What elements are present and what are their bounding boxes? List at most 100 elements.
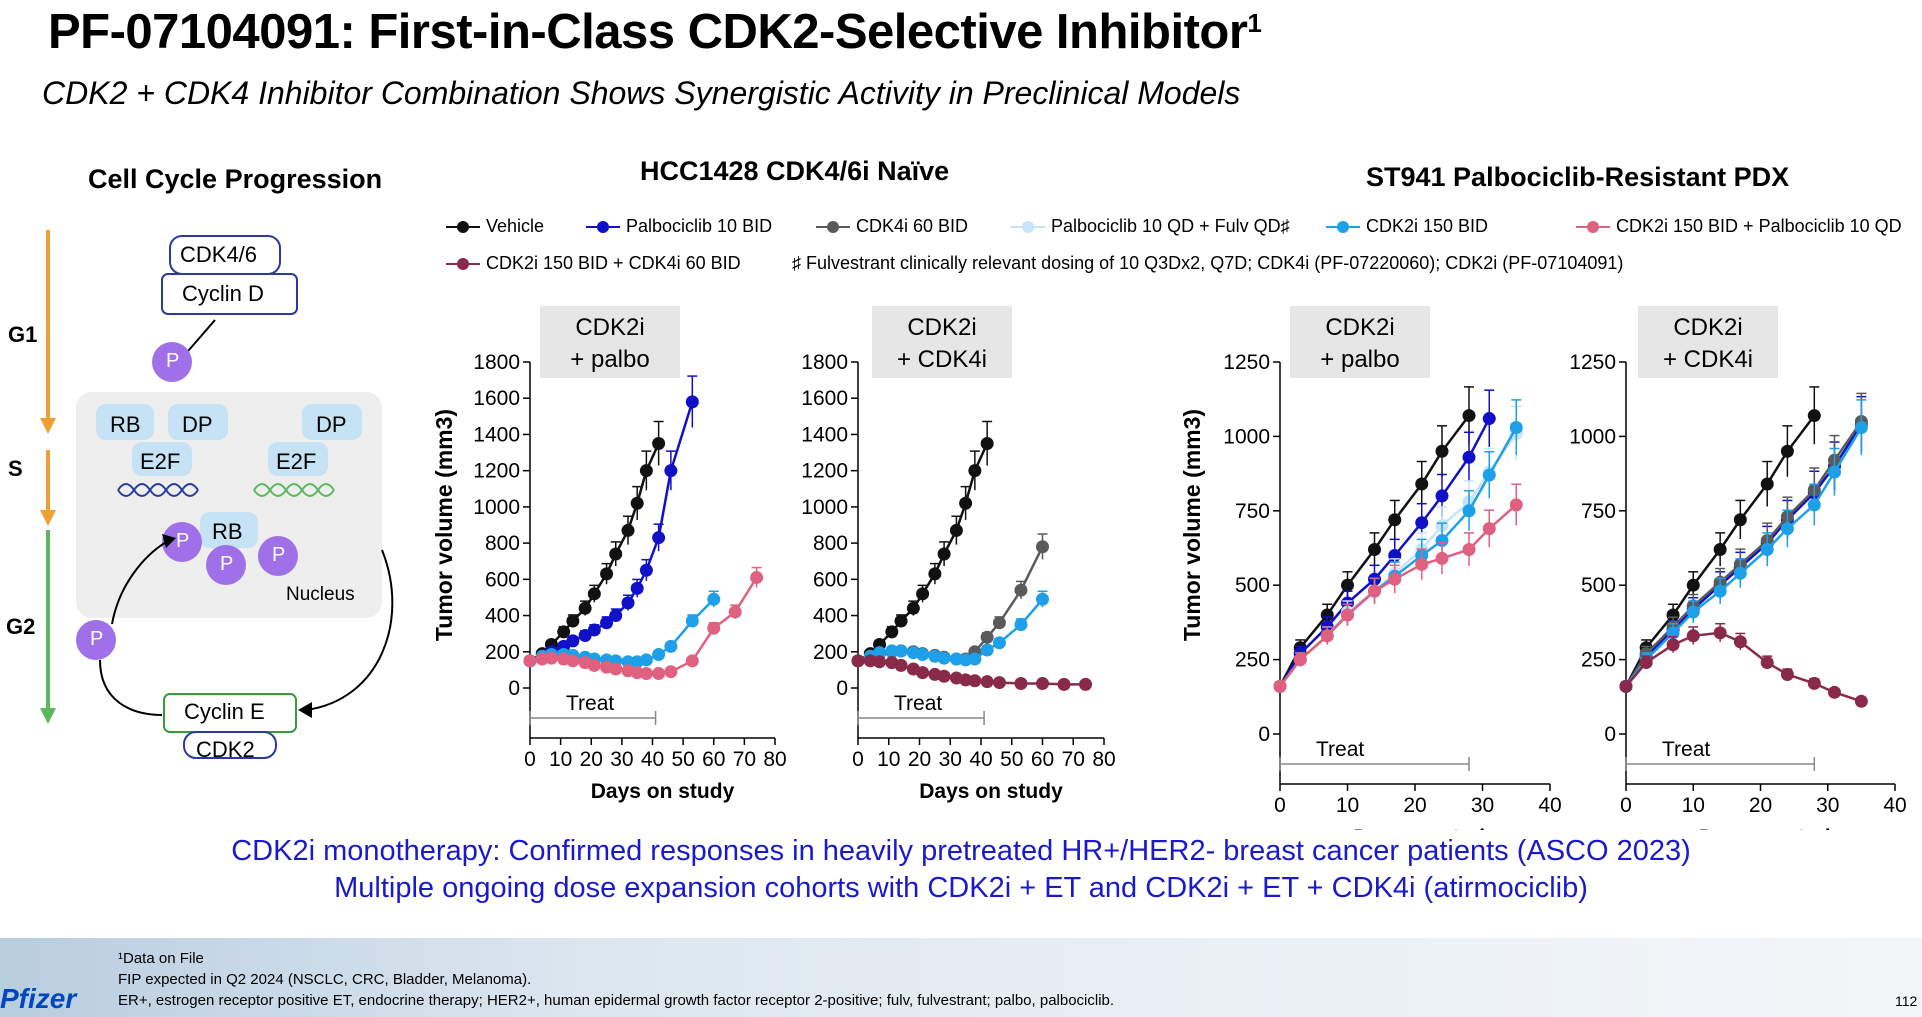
arrow-to-cyclin-e xyxy=(305,549,394,711)
dna-icon-1 xyxy=(117,483,199,497)
data-point xyxy=(544,651,558,665)
x-tick-label: 0 xyxy=(852,748,864,771)
data-point xyxy=(587,623,601,637)
panel-label-text: + palbo xyxy=(1320,346,1399,373)
x-tick-label: 80 xyxy=(763,748,786,771)
legend-item: CDK2i 150 BID + Palbociclib 10 QD xyxy=(1576,216,1902,237)
data-point xyxy=(980,630,994,644)
data-point xyxy=(980,437,994,450)
data-point xyxy=(609,662,623,676)
x-tick-label: 20 xyxy=(1403,794,1426,817)
data-point xyxy=(1435,551,1449,565)
data-point xyxy=(1666,608,1680,622)
g2-arrowhead xyxy=(40,708,56,724)
data-point xyxy=(1686,629,1700,643)
x-tick-label: 0 xyxy=(524,748,536,771)
data-point xyxy=(1415,516,1429,530)
data-point xyxy=(1462,409,1476,423)
y-tick-label: 600 xyxy=(813,568,848,591)
x-tick-label: 30 xyxy=(1816,794,1839,817)
data-point xyxy=(1014,618,1028,632)
data-point xyxy=(1320,608,1334,622)
chart-panel: 0 250 500 750 1000 1250 0 10 20 30 40 Days on study… xyxy=(1179,306,1562,830)
data-point xyxy=(1760,477,1774,491)
y-tick-label: 250 xyxy=(1581,649,1616,672)
legend-marker xyxy=(816,220,850,233)
y-tick-label: 1200 xyxy=(473,460,520,483)
data-point xyxy=(1036,676,1049,690)
data-point xyxy=(600,567,614,581)
data-point xyxy=(566,654,580,668)
data-point xyxy=(1368,542,1381,556)
data-point xyxy=(1388,572,1402,586)
data-point xyxy=(992,676,1006,690)
y-tick-label: 1800 xyxy=(801,351,848,374)
y-tick-label: 1250 xyxy=(1569,351,1616,374)
e2f-label-1: E2F xyxy=(140,449,181,474)
x-tick-label: 50 xyxy=(1000,748,1023,771)
y-tick-label: 1600 xyxy=(801,387,848,410)
chart-panel: 0 250 500 750 1000 1250 0 10 20 30 40 Days on study… xyxy=(1569,306,1907,830)
phospho-label-1: P xyxy=(166,350,180,372)
data-point xyxy=(1760,656,1774,670)
x-tick-label: 30 xyxy=(610,748,633,771)
x-tick-label: 10 xyxy=(1336,794,1359,817)
phospho-circle-4 xyxy=(258,536,298,576)
data-point xyxy=(1827,465,1841,479)
panel-label-text: + palbo xyxy=(570,346,649,373)
data-point xyxy=(873,655,887,669)
x-tick-label: 70 xyxy=(733,748,756,771)
page-number: 112 xyxy=(1895,993,1918,1009)
legend-dot xyxy=(1337,220,1349,233)
cdk46-label: CDK4/6 xyxy=(180,242,258,267)
data-point xyxy=(587,587,601,601)
data-point xyxy=(937,547,951,561)
data-point xyxy=(664,665,678,679)
e2f-box-1 xyxy=(132,442,192,476)
data-point xyxy=(1482,412,1496,426)
cell-cycle-diagram xyxy=(40,230,394,759)
footnotes: ¹Data on File FIP expected in Q2 2024 (N… xyxy=(118,948,1114,1011)
y-tick-label: 200 xyxy=(813,641,848,664)
s-arrowhead xyxy=(40,510,56,526)
y-tick-label: 400 xyxy=(813,605,848,628)
phase-s: S xyxy=(8,456,23,481)
data-point xyxy=(609,547,623,561)
y-tick-label: 500 xyxy=(1235,574,1270,597)
data-point xyxy=(639,653,653,667)
data-point xyxy=(639,464,653,478)
data-point xyxy=(639,563,653,577)
data-point xyxy=(566,614,580,628)
y-tick-label: 1400 xyxy=(801,423,848,446)
data-point xyxy=(523,654,537,668)
legend-dot xyxy=(1022,220,1034,233)
data-point xyxy=(621,596,635,610)
data-point xyxy=(894,614,908,628)
data-point xyxy=(1733,566,1747,580)
panel-label-box xyxy=(540,306,680,378)
footnote-3: ER+, estrogen receptor positive ET, endo… xyxy=(118,992,1115,1009)
dp-box-1 xyxy=(168,404,228,440)
g1-arrowhead xyxy=(40,418,56,434)
y-tick-label: 0 xyxy=(1604,723,1616,746)
cyclin-d-label: Cyclin D xyxy=(182,281,264,306)
pfizer-logo: Pfizer xyxy=(0,983,77,1014)
y-tick-label: 1400 xyxy=(473,423,520,446)
legend-marker xyxy=(1011,220,1045,233)
x-axis-label: Days on study xyxy=(919,780,1063,803)
legend-marker xyxy=(1576,220,1610,233)
rb-box-1 xyxy=(96,404,154,440)
data-point xyxy=(1462,504,1476,518)
data-point xyxy=(1388,513,1402,527)
data-point xyxy=(685,654,699,668)
phospho-label-2: P xyxy=(176,530,190,552)
data-point xyxy=(980,675,994,689)
treat-label: Treat xyxy=(894,692,942,715)
footnote-1: ¹Data on File xyxy=(118,950,204,967)
x-tick-label: 50 xyxy=(671,748,694,771)
x-tick-label: 60 xyxy=(702,748,725,771)
x-tick-label: 40 xyxy=(1538,794,1561,817)
treat-label: Treat xyxy=(566,692,614,715)
panel-label-box xyxy=(872,306,1012,378)
series-line xyxy=(1279,503,1518,688)
